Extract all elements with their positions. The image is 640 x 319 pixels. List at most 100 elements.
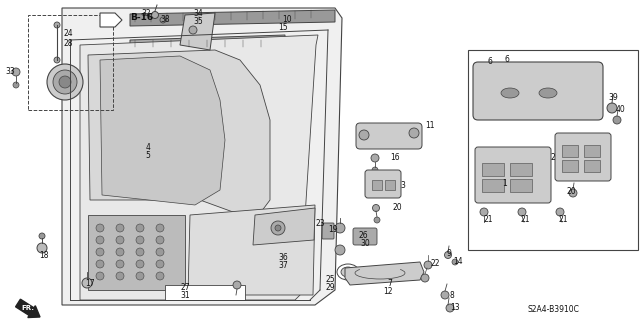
Text: 5: 5 <box>145 151 150 160</box>
FancyBboxPatch shape <box>322 223 334 239</box>
Circle shape <box>374 217 380 223</box>
Text: 38: 38 <box>160 16 170 25</box>
Circle shape <box>569 189 577 197</box>
Polygon shape <box>180 13 215 50</box>
Text: 6: 6 <box>488 57 492 66</box>
Circle shape <box>96 248 104 256</box>
Circle shape <box>446 304 454 312</box>
Circle shape <box>96 236 104 244</box>
Circle shape <box>613 116 621 124</box>
Polygon shape <box>238 250 310 282</box>
Text: 24: 24 <box>63 28 73 38</box>
Polygon shape <box>188 205 315 295</box>
Circle shape <box>136 248 144 256</box>
Polygon shape <box>100 56 225 205</box>
Circle shape <box>372 204 380 211</box>
Circle shape <box>96 224 104 232</box>
Bar <box>468 50 638 250</box>
Text: 7: 7 <box>388 278 392 287</box>
Text: 29: 29 <box>325 284 335 293</box>
Bar <box>510 179 532 192</box>
Bar <box>165 285 245 300</box>
Circle shape <box>271 221 285 235</box>
Circle shape <box>335 245 345 255</box>
Text: 39: 39 <box>608 93 618 102</box>
Polygon shape <box>253 208 315 245</box>
Polygon shape <box>100 13 122 27</box>
Circle shape <box>269 268 277 276</box>
Text: 27: 27 <box>180 284 190 293</box>
Circle shape <box>371 154 379 162</box>
Text: 37: 37 <box>278 262 288 271</box>
FancyBboxPatch shape <box>555 133 611 181</box>
Circle shape <box>152 11 159 19</box>
Circle shape <box>47 64 83 100</box>
Circle shape <box>189 26 197 34</box>
Ellipse shape <box>539 88 557 98</box>
Text: 15: 15 <box>278 24 288 33</box>
Bar <box>562 160 578 172</box>
Bar <box>584 145 600 157</box>
Polygon shape <box>62 8 342 305</box>
FancyBboxPatch shape <box>473 62 603 120</box>
Text: 28: 28 <box>63 39 73 48</box>
Text: 4: 4 <box>145 144 150 152</box>
Text: 34: 34 <box>193 9 203 18</box>
Bar <box>385 180 395 190</box>
Circle shape <box>54 22 60 28</box>
Circle shape <box>275 225 281 231</box>
Circle shape <box>54 57 60 63</box>
Circle shape <box>287 256 295 264</box>
Circle shape <box>160 17 166 23</box>
Circle shape <box>287 268 295 276</box>
Text: 22: 22 <box>430 259 440 269</box>
Ellipse shape <box>501 88 519 98</box>
Bar <box>510 163 532 176</box>
Bar <box>562 145 578 157</box>
Text: 21: 21 <box>483 216 493 225</box>
Text: 21: 21 <box>558 216 568 225</box>
FancyBboxPatch shape <box>365 170 401 198</box>
Circle shape <box>269 256 277 264</box>
Circle shape <box>359 130 369 140</box>
Circle shape <box>136 260 144 268</box>
Text: 18: 18 <box>39 251 49 261</box>
Text: 17: 17 <box>85 278 95 287</box>
Bar <box>28 15 113 110</box>
Circle shape <box>156 272 164 280</box>
Text: 26: 26 <box>358 231 368 240</box>
Circle shape <box>251 268 259 276</box>
Text: 9: 9 <box>447 249 451 257</box>
Circle shape <box>452 259 458 265</box>
Bar <box>482 179 504 192</box>
Circle shape <box>13 82 19 88</box>
Text: 2: 2 <box>550 153 556 162</box>
Text: 20: 20 <box>392 204 402 212</box>
Circle shape <box>96 272 104 280</box>
Text: 21: 21 <box>520 216 530 225</box>
Text: 36: 36 <box>278 254 288 263</box>
Circle shape <box>39 233 45 239</box>
FancyBboxPatch shape <box>475 147 551 203</box>
Circle shape <box>518 208 526 216</box>
Polygon shape <box>130 10 335 26</box>
Text: 1: 1 <box>502 179 508 188</box>
Circle shape <box>116 248 124 256</box>
Text: FR.: FR. <box>22 305 35 311</box>
Circle shape <box>116 260 124 268</box>
Text: 32: 32 <box>141 9 151 18</box>
Circle shape <box>37 243 47 253</box>
Text: 40: 40 <box>615 106 625 115</box>
Text: 23: 23 <box>315 219 325 228</box>
Bar <box>372 180 382 190</box>
Polygon shape <box>80 35 318 300</box>
Text: 11: 11 <box>425 121 435 130</box>
Circle shape <box>233 281 241 289</box>
Text: 35: 35 <box>193 17 203 26</box>
Text: 10: 10 <box>282 16 292 25</box>
Polygon shape <box>345 262 424 285</box>
Bar <box>584 160 600 172</box>
Text: 19: 19 <box>328 226 338 234</box>
Circle shape <box>156 260 164 268</box>
Text: 14: 14 <box>453 256 463 265</box>
